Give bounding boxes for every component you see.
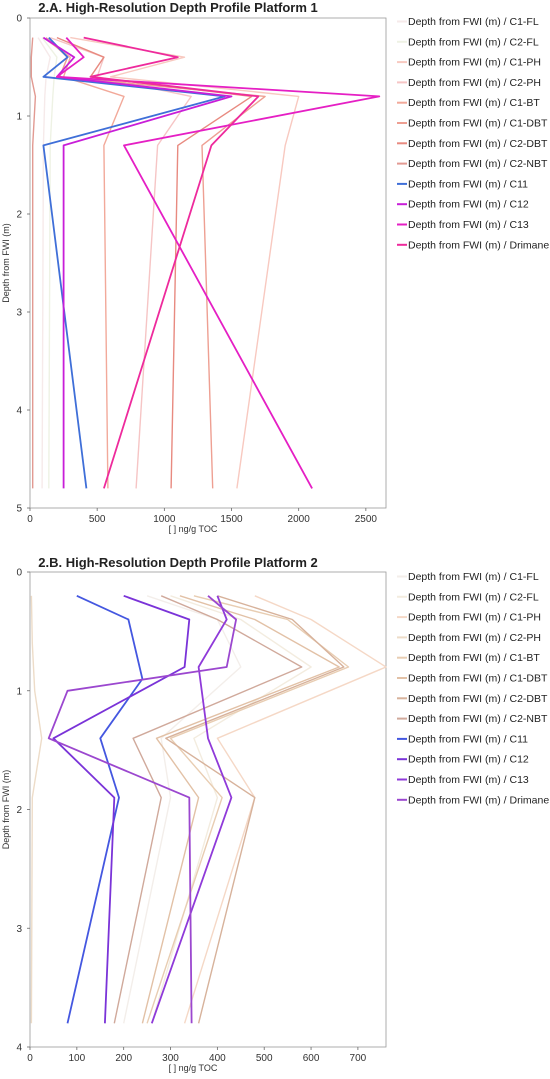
x-tick-label: 100 [68,1053,85,1064]
series-line [165,595,345,1024]
x-tick-label: 400 [209,1053,226,1064]
legend-item: Depth from FWI (m) / C13 [408,774,529,786]
legend-item: Depth from FWI (m) / C2-PH [408,77,541,89]
plot-frame [29,571,387,1048]
x-tick-label: 1000 [153,514,176,525]
x-tick-label: 500 [89,514,106,525]
legend-item: Depth from FWI (m) / C13 [408,219,529,231]
y-tick-label: 3 [16,308,22,319]
y-tick-label: 2 [16,805,22,816]
x-tick-label: 2500 [355,514,378,525]
legend-item: Depth from FWI (m) / C11 [408,733,528,745]
series-line [30,595,43,1024]
legend-item: Depth from FWI (m) / C2-FL [408,591,539,603]
legend-item: Depth from FWI (m) / C1-DBT [408,673,548,685]
y-axis-label: Depth from FWI (m) [1,223,11,303]
legend-item: Depth from FWI (m) / C2-PH [408,632,541,644]
x-tick-label: 700 [350,1053,367,1064]
legend-item: Depth from FWI (m) / C2-NBT [408,158,548,170]
legend-item: Depth from FWI (m) / C2-NBT [408,713,548,725]
series-line [123,595,242,1024]
legend-item: Depth from FWI (m) / C1-PH [408,612,541,624]
x-tick-label: 1500 [220,514,243,525]
series-line [42,37,125,489]
y-tick-label: 3 [16,924,22,935]
y-tick-label: 1 [16,686,22,697]
x-tick-label: 0 [27,514,33,525]
legend-item: Depth from FWI (m) / C2-DBT [408,693,548,705]
series-line [52,594,191,1024]
series-line [37,37,51,489]
legend-item: Depth from FWI (m) / Drimane [408,239,549,251]
y-axis-label: Depth from FWI (m) [1,770,11,850]
legend-item: Depth from FWI (m) / C1-BT [408,652,540,664]
series-line [30,37,37,489]
y-tick-label: 1 [16,112,22,123]
chart-title: 2.B. High-Resolution Depth Profile Platf… [38,555,318,570]
legend-item: Depth from FWI (m) / C12 [408,199,529,211]
legend-item: Depth from FWI (m) / C2-DBT [408,138,548,150]
x-axis-label: [ ] ng/g TOC [169,1063,218,1073]
series-line [183,595,387,1024]
x-tick-label: 2000 [288,514,311,525]
y-tick-label: 4 [16,406,22,417]
legend-item: Depth from FWI (m) / C1-FL [408,571,539,583]
legend-item: Depth from FWI (m) / C12 [408,754,529,766]
y-tick-label: 2 [16,210,22,221]
x-tick-label: 600 [303,1053,320,1064]
series-line [150,595,233,1024]
legend-item: Depth from FWI (m) / Drimane [408,794,549,806]
legend-item: Depth from FWI (m) / C1-BT [408,97,540,109]
plot-frame [29,17,387,509]
y-tick-label: 0 [16,14,22,25]
series-line [151,595,312,1024]
legend-item: Depth from FWI (m) / C2-FL [408,36,539,48]
series-line [66,594,144,1024]
legend-item: Depth from FWI (m) / C1-PH [408,57,541,69]
series-line [42,36,233,489]
x-tick-label: 300 [162,1053,179,1064]
legend-item: Depth from FWI (m) / C1-DBT [408,118,548,130]
series-line [47,595,237,1024]
y-tick-label: 5 [16,504,22,515]
legend-item: Depth from FWI (m) / C1-FL [408,16,539,28]
x-tick-label: 200 [115,1053,132,1064]
series-line [83,36,260,489]
x-tick-label: 0 [27,1053,33,1064]
series-line [113,595,303,1024]
x-tick-label: 500 [256,1053,273,1064]
series-line [42,36,226,489]
x-axis-label: [ ] ng/g TOC [169,524,218,534]
y-tick-label: 4 [16,1043,22,1054]
series-line [146,595,350,1024]
chart-title: 2.A. High-Resolution Depth Profile Platf… [38,0,318,15]
legend-item: Depth from FWI (m) / C11 [408,178,528,190]
y-tick-label: 0 [16,568,22,579]
series-line [56,37,381,489]
